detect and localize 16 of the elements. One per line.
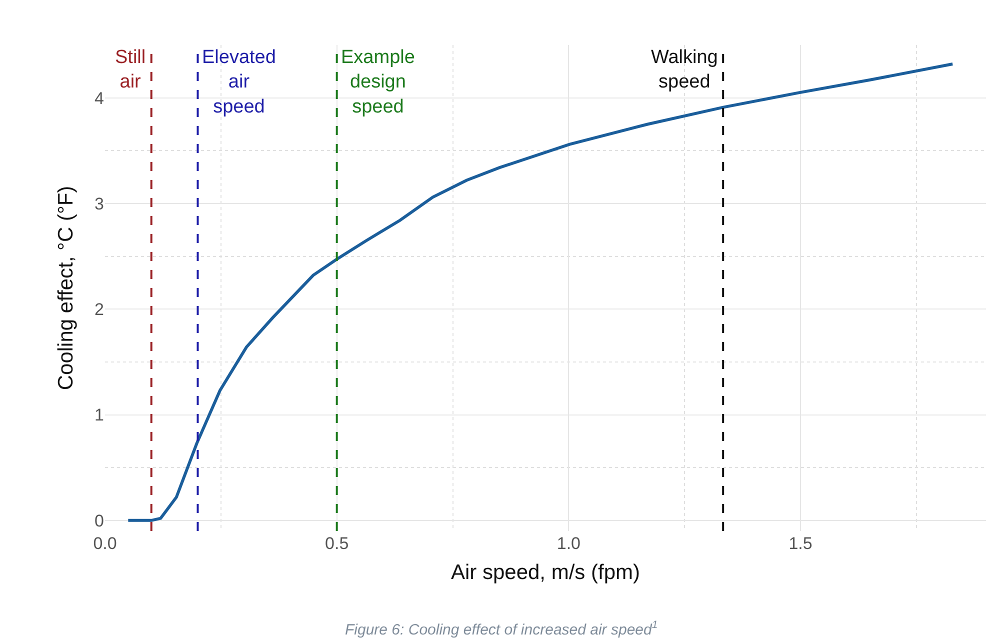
y-tick-label: 4: [94, 88, 104, 108]
caption: Figure 6: Cooling effect of increased air speed$^{1}$: [345, 619, 658, 638]
ref-line-label: Elevated air speed: [202, 47, 276, 118]
ref-line-label: Still air: [115, 47, 146, 93]
y-tick-label: 3: [94, 194, 104, 214]
y-axis-title: Cooling effect, °C (°F): [54, 186, 78, 390]
x-tick-label: 0.5: [325, 534, 349, 553]
x-tick-label: 1.5: [788, 534, 812, 553]
y-tick-label: 2: [94, 300, 104, 320]
ref-line-label: Example design speed: [341, 47, 415, 118]
y-tick-label: 1: [94, 406, 104, 425]
x-tick-label: 1.0: [556, 534, 580, 553]
x-axis-title: Air speed, m/s (fpm): [450, 561, 640, 584]
ref-line-label: Walking speed: [651, 47, 718, 93]
y-tick-label: 0: [94, 511, 104, 530]
x-tick-label: 0.0: [93, 534, 117, 553]
